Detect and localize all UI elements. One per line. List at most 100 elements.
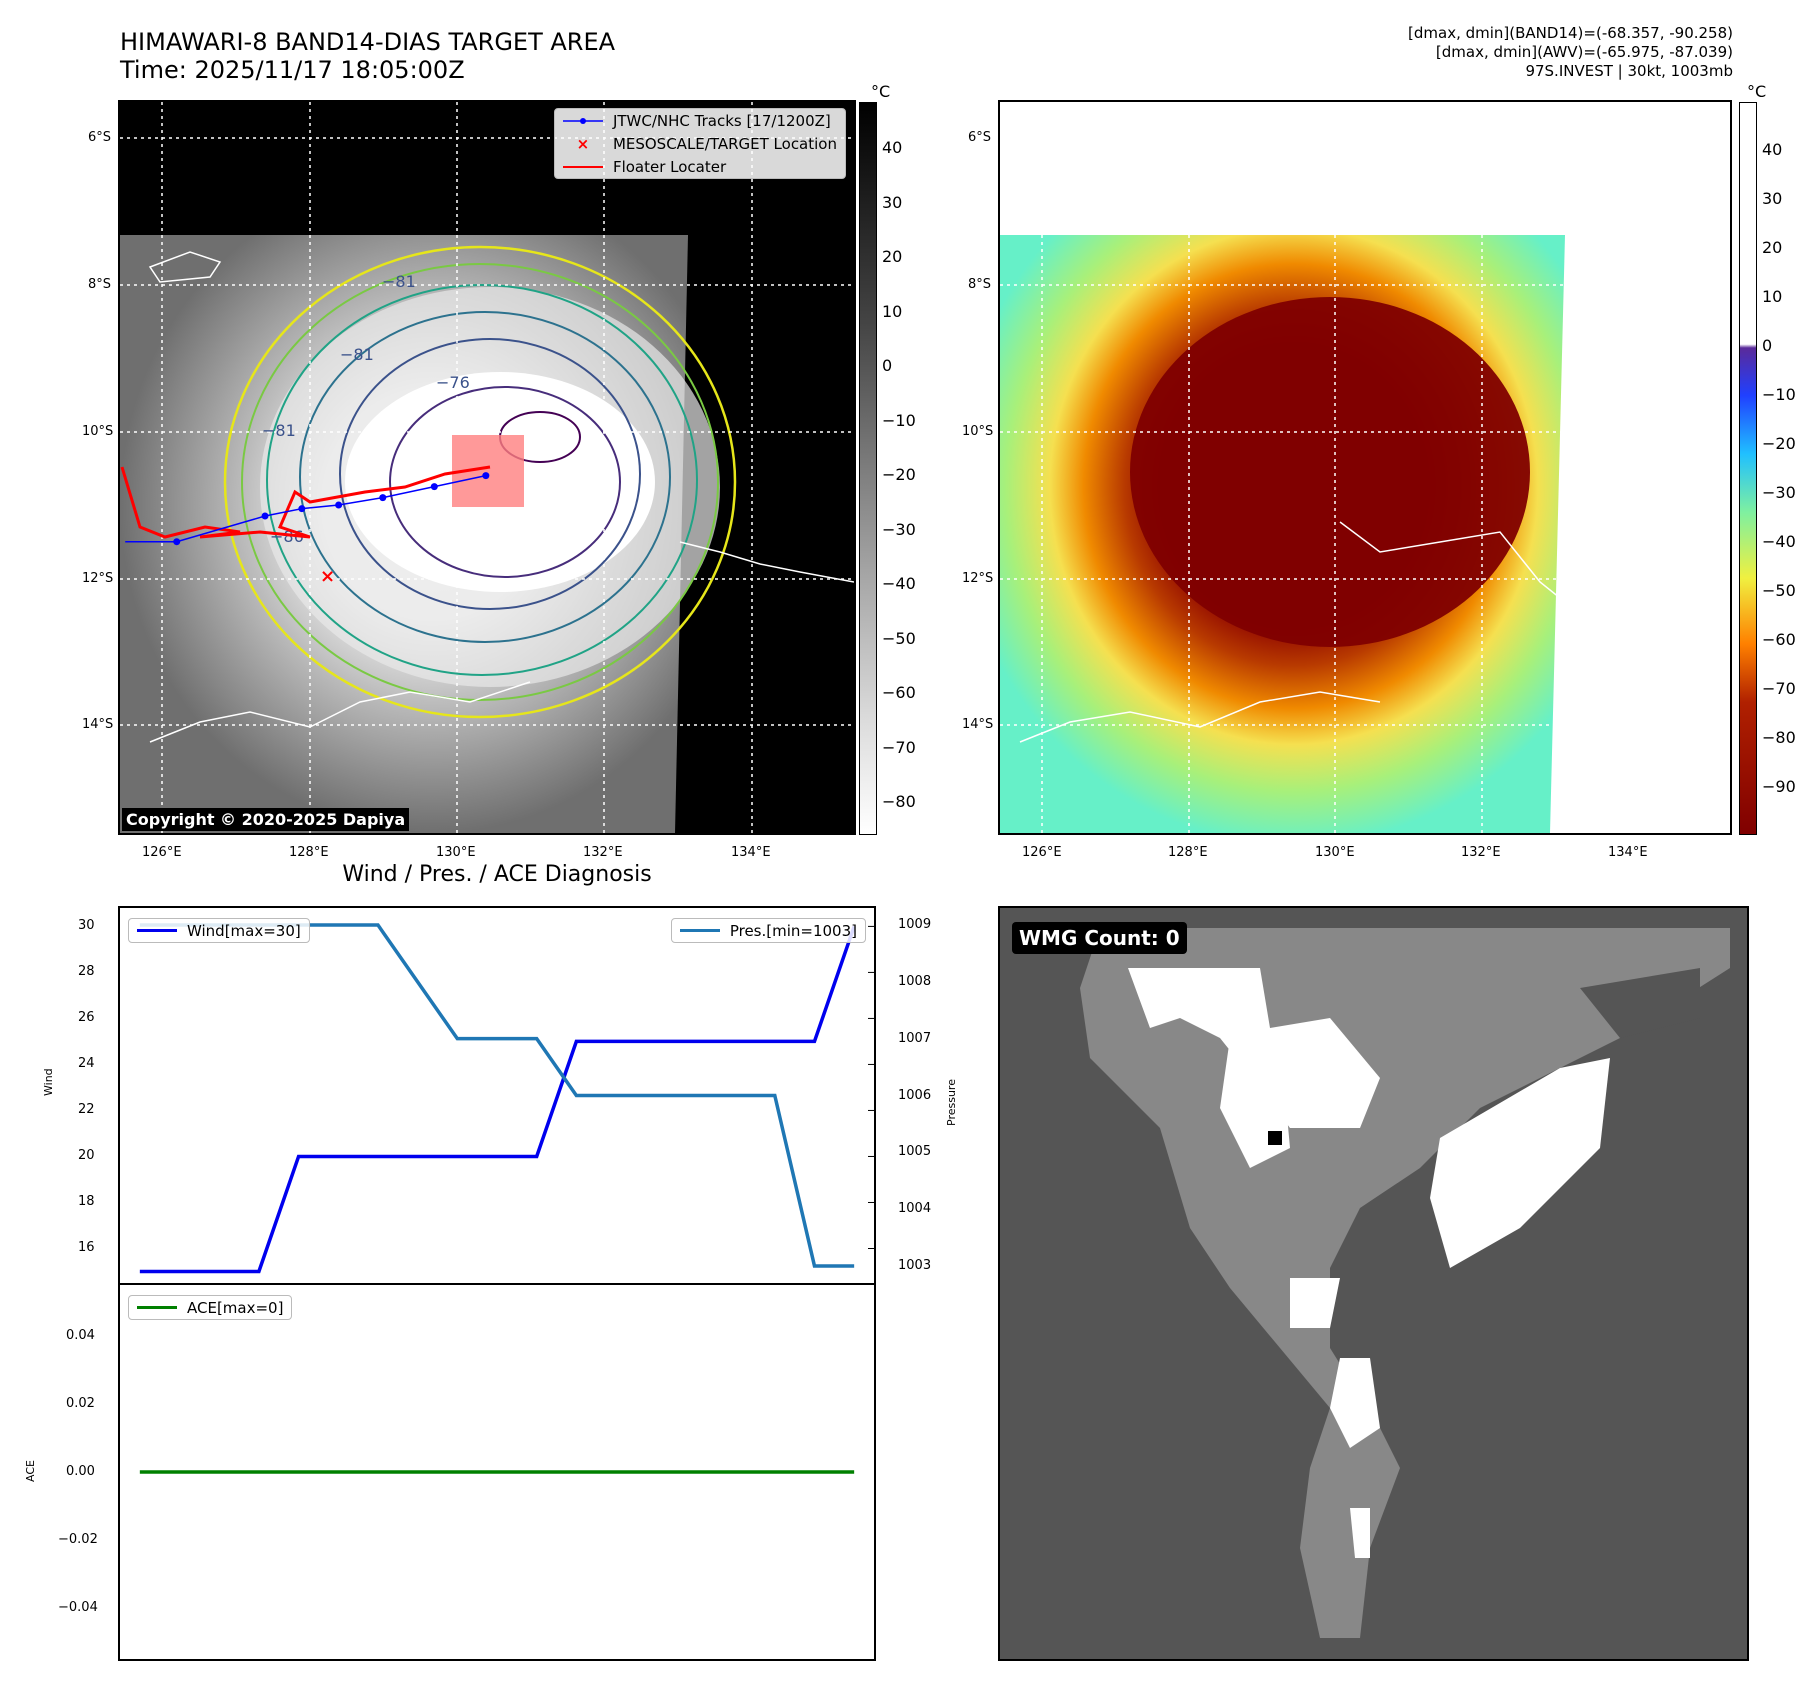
wmg-image (1080, 928, 1730, 1638)
wmg-dark-region (1580, 968, 1700, 1038)
legend-label: JTWC/NHC Tracks [17/1200Z] (612, 111, 831, 130)
legend-item-pressure: Pres.[min=1003] (672, 919, 865, 942)
contour-label: −81 (382, 272, 416, 291)
contour-purple (389, 386, 621, 578)
info-awv-range: [dmax, dmin](AWV)=(-65.975, -87.039) (1435, 43, 1733, 61)
wind-tick-label: 28 (78, 964, 95, 980)
wind-tick-label: 24 (78, 1056, 95, 1072)
pressure-tick-label: 1007 (898, 1030, 932, 1046)
colorbar-tick-label: −50 (1762, 581, 1796, 600)
colorbar-tick-label: −70 (1762, 679, 1796, 698)
legend-item-track: JTWC/NHC Tracks [17/1200Z] (555, 109, 845, 132)
colorbar-unit: °C (1747, 82, 1767, 101)
wind-tick-label: 20 (78, 1148, 95, 1164)
pressure-tick-label: 1003 (898, 1257, 932, 1273)
colorbar-tick-label: −80 (1762, 728, 1796, 747)
lon-label: 126°E (1022, 845, 1062, 860)
wind-tick-label: 18 (78, 1194, 95, 1210)
contour-teal (266, 284, 698, 676)
pressure-tick-label: 1009 (898, 917, 932, 933)
legend-item-wind: Wind[max=30] (129, 919, 309, 942)
ace-legend: ACE[max=0] (128, 1295, 293, 1320)
copyright-label: Copyright © 2020-2025 Dapiya (122, 808, 410, 831)
pressure-tick-label: 1005 (898, 1144, 932, 1160)
coastline-south (1019, 691, 1381, 743)
ace-chart: ACE[max=0] (118, 1283, 876, 1661)
ace-tick-label: 0.04 (66, 1328, 95, 1343)
band14-map: −81 −76 −81 −86 −81 × JTWC/NHC Tracks [1… (118, 100, 856, 835)
wmg-count-label: WMG Count: 0 (1012, 922, 1187, 954)
lon-label: 132°E (583, 845, 623, 860)
lon-label: 128°E (289, 845, 329, 860)
ace-axis-label: ACE (24, 1460, 37, 1482)
lat-label: 10°S (82, 424, 114, 439)
colorbar-tick-label: −10 (1762, 385, 1796, 404)
ace-tick-label: −0.02 (58, 1532, 98, 1547)
colorbar-tick-label: −50 (882, 628, 916, 648)
wind-pressure-plot (139, 923, 874, 1274)
contour-label: −81 (340, 345, 374, 364)
wmg-bright-region (1330, 1358, 1380, 1448)
ace-plot (139, 1470, 855, 1474)
awv-map-image (1000, 102, 1730, 833)
lon-label: 132°E (1461, 845, 1501, 860)
wmg-bright-region (1290, 1278, 1340, 1328)
colorbar-tick-label: −60 (1762, 630, 1796, 649)
colorbar-tick-label: 40 (882, 138, 903, 157)
legend-label: ACE[max=0] (187, 1298, 284, 1317)
pressure-tick-label: 1004 (898, 1201, 932, 1217)
wind-line (139, 925, 856, 1274)
wind-tick-label: 26 (78, 1010, 95, 1026)
legend-label: Pres.[min=1003] (729, 921, 857, 940)
target-location-marker: × (320, 566, 335, 587)
figure-time: Time: 2025/11/17 18:05:00Z (120, 56, 465, 84)
track-point (261, 512, 269, 520)
colorbar-tick-label: 30 (1762, 189, 1783, 208)
contour-yellow (223, 245, 737, 719)
colorbar-tick-label: 10 (1762, 287, 1783, 306)
colorbar-tick-label: −40 (882, 574, 916, 593)
pressure-legend: Pres.[min=1003] (670, 918, 866, 943)
lat-label: 14°S (82, 717, 114, 732)
track-legend-icon (562, 117, 603, 124)
lat-label: 8°S (88, 277, 112, 292)
awv-map (998, 100, 1732, 835)
legend-item-target: × MESOSCALE/TARGET Location (555, 132, 845, 155)
colorbar-tick-label: −60 (882, 683, 916, 702)
colorbar-tick-label: −80 (882, 792, 916, 811)
colorbar-unit: °C (871, 82, 891, 101)
pressure-tick-label: 1008 (898, 973, 932, 989)
ace-tick-label: 0.00 (66, 1464, 95, 1479)
track-point (482, 472, 490, 480)
wmg-bright-region (1350, 1508, 1370, 1558)
contour-green (241, 263, 719, 701)
lon-label: 134°E (1608, 845, 1648, 860)
legend-label: Wind[max=30] (187, 921, 301, 940)
diag-title: Wind / Pres. / ACE Diagnosis (342, 862, 652, 887)
target-legend-icon: × (576, 134, 590, 153)
colorbar-tick-label: −30 (1762, 483, 1796, 502)
legend-label: MESOSCALE/TARGET Location (612, 134, 837, 153)
info-storm: 97S.INVEST | 30kt, 1003mb (1525, 62, 1733, 80)
colorbar-tick-label: 40 (1762, 140, 1783, 159)
track-point (173, 538, 181, 546)
colorbar-tick-label: 0 (882, 356, 893, 375)
wind-legend: Wind[max=30] (128, 918, 310, 943)
lon-label: 134°E (731, 845, 771, 860)
lat-label: 10°S (962, 424, 994, 439)
lon-label: 130°E (436, 845, 476, 860)
pressure-tick-label: 1006 (898, 1087, 932, 1103)
legend-item-floater: Floater Locater (555, 155, 845, 178)
lon-label: 126°E (142, 845, 182, 860)
lat-label: 14°S (962, 717, 994, 732)
colorbar-tick-label: −40 (1762, 532, 1796, 551)
ace-legend-swatch (137, 1306, 177, 1309)
colorbar-tick-label: −30 (882, 519, 916, 539)
wmg-panel: WMG Count: 0 (998, 906, 1749, 1661)
track-line (125, 474, 486, 543)
colorbar-tick-label: 0 (1762, 336, 1773, 355)
band14-map-image: −81 −76 −81 −86 −81 × (120, 102, 854, 833)
figure-title: HIMAWARI-8 BAND14-DIAS TARGET AREA (120, 28, 616, 56)
track-layer (125, 472, 490, 546)
contour-label: −81 (262, 421, 296, 440)
